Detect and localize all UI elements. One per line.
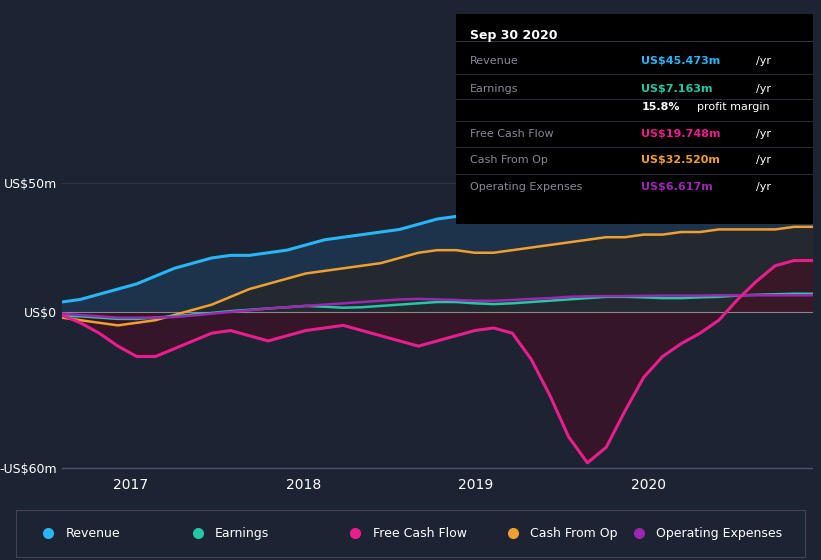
Text: US$45.473m: US$45.473m — [641, 56, 721, 66]
Text: Cash From Op: Cash From Op — [470, 155, 548, 165]
Text: Operating Expenses: Operating Expenses — [657, 527, 782, 540]
Text: Cash From Op: Cash From Op — [530, 527, 617, 540]
Text: /yr: /yr — [755, 182, 771, 192]
Text: profit margin: profit margin — [697, 102, 769, 113]
Text: /yr: /yr — [755, 129, 771, 139]
Text: US$32.520m: US$32.520m — [641, 155, 720, 165]
Text: Earnings: Earnings — [470, 83, 518, 94]
Text: /yr: /yr — [755, 155, 771, 165]
Text: US$19.748m: US$19.748m — [641, 129, 721, 139]
Text: Revenue: Revenue — [66, 527, 120, 540]
Text: Operating Expenses: Operating Expenses — [470, 182, 582, 192]
Text: US$6.617m: US$6.617m — [641, 182, 713, 192]
Text: Free Cash Flow: Free Cash Flow — [373, 527, 466, 540]
Text: Sep 30 2020: Sep 30 2020 — [470, 29, 557, 41]
Text: 15.8%: 15.8% — [641, 102, 680, 113]
Text: Free Cash Flow: Free Cash Flow — [470, 129, 553, 139]
Text: /yr: /yr — [755, 83, 771, 94]
Text: Revenue: Revenue — [470, 56, 519, 66]
Text: US$7.163m: US$7.163m — [641, 83, 713, 94]
Text: Earnings: Earnings — [215, 527, 269, 540]
Text: /yr: /yr — [755, 56, 771, 66]
